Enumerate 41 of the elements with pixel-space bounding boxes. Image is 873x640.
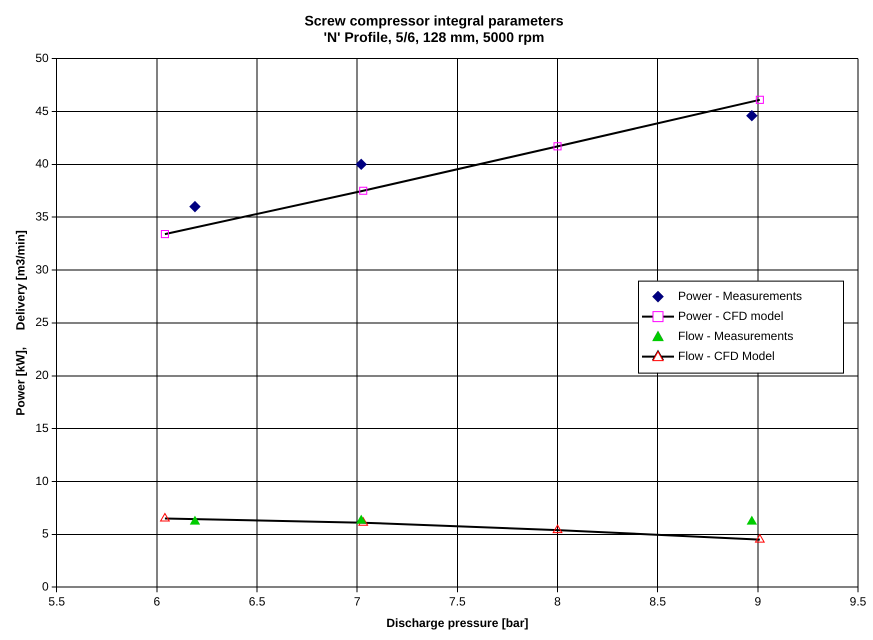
y-tick-label: 10 [35, 474, 50, 488]
x-tick-label: 8 [554, 594, 562, 609]
point [553, 142, 562, 150]
point [359, 186, 368, 195]
y-tick-label: 15 [35, 420, 50, 435]
legend-label: Power - Measurements [678, 288, 802, 303]
x-tick-label: 7 [354, 594, 361, 609]
point [756, 96, 764, 104]
x-tick-label: 6 [154, 594, 161, 609]
point [190, 516, 200, 525]
x-tick-label: 9.5 [850, 594, 867, 609]
y-tick-label: 20 [35, 368, 50, 382]
x-tick-label: 5.5 [48, 594, 66, 609]
legend-label: Flow - Measurements [678, 328, 794, 343]
y-tick-label: 30 [35, 262, 50, 276]
y-tick-label: 35 [35, 209, 50, 224]
chart-subtitle: 'N' Profile, 5/6, 128 mm, 5000 rpm [324, 29, 544, 46]
y-tick-label: 5 [42, 526, 50, 541]
point [189, 201, 200, 212]
point [746, 110, 758, 122]
point [358, 517, 368, 526]
x-tick-label: 8.5 [649, 594, 666, 609]
y-axis-title: Power [kW], Delivery [m3/min] [14, 230, 28, 416]
x-tick-label: 6.5 [248, 594, 266, 609]
x-tick-label: 7.5 [449, 594, 466, 609]
legend-label: Flow - CFD Model [678, 348, 775, 363]
y-tick-label: 0 [42, 580, 50, 594]
y-tick-label: 45 [35, 104, 50, 118]
y-tick-label: 25 [35, 315, 50, 330]
chart-title: Screw compressor integral parameters [304, 12, 564, 28]
point [160, 230, 169, 238]
y-tick-label: 40 [35, 156, 50, 171]
point [552, 524, 562, 534]
point [755, 534, 765, 543]
x-tick-label: 9 [754, 594, 762, 609]
y-tick-label: 50 [35, 50, 50, 65]
x-axis-title: Discharge pressure [bar] [386, 616, 528, 630]
point [747, 516, 757, 525]
legend-label: Power - CFD model [678, 308, 784, 323]
point [160, 512, 170, 522]
point [356, 158, 367, 170]
